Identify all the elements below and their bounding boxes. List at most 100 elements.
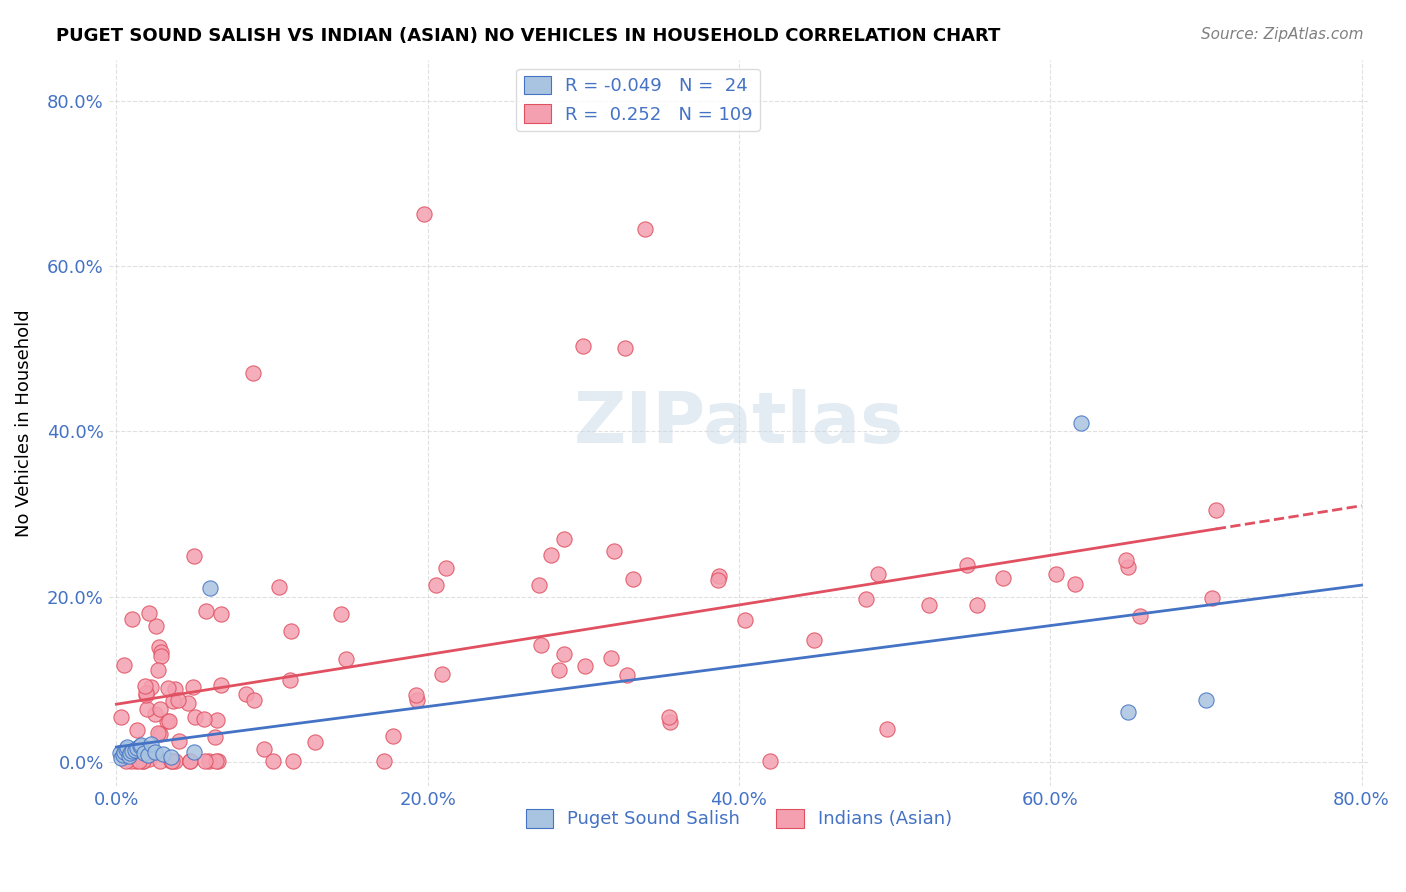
Point	[242, 367, 264, 381]
Point	[138, 607, 160, 621]
Point	[600, 650, 623, 665]
Point	[1116, 560, 1139, 574]
Point	[574, 659, 596, 673]
Point	[329, 607, 352, 621]
Point	[156, 681, 179, 695]
Point	[118, 748, 141, 763]
Point	[1205, 502, 1227, 516]
Point	[159, 754, 181, 768]
Point	[412, 207, 434, 221]
Point	[267, 581, 290, 595]
Point	[165, 681, 187, 696]
Point	[373, 754, 395, 768]
Point	[128, 754, 150, 768]
Point	[209, 678, 232, 692]
Point	[148, 725, 170, 739]
Point	[179, 754, 201, 768]
Y-axis label: No Vehicles in Household: No Vehicles in Household	[15, 310, 32, 537]
Point	[205, 754, 228, 768]
Point	[110, 709, 132, 723]
Point	[198, 581, 221, 595]
Point	[157, 714, 180, 728]
Point	[614, 341, 637, 355]
Point	[125, 754, 148, 768]
Point	[160, 754, 183, 768]
Point	[194, 754, 217, 768]
Point	[162, 694, 184, 708]
Point	[141, 680, 163, 694]
Point	[145, 619, 167, 633]
Point	[658, 714, 681, 729]
Point	[283, 754, 305, 768]
Point	[149, 727, 172, 741]
Point	[179, 754, 201, 768]
Point	[616, 668, 638, 682]
Text: ZIPatlas: ZIPatlas	[574, 389, 904, 458]
Point	[434, 561, 457, 575]
Point	[181, 680, 204, 694]
Point	[405, 693, 427, 707]
Point	[160, 749, 183, 764]
Point	[1129, 609, 1152, 624]
Point	[138, 752, 160, 766]
Point	[149, 649, 172, 664]
Point	[262, 754, 284, 768]
Point	[425, 578, 447, 592]
Point	[405, 688, 427, 702]
Point	[198, 754, 221, 768]
Point	[156, 714, 179, 728]
Point	[143, 706, 166, 721]
Point	[866, 567, 889, 582]
Point	[280, 624, 302, 638]
Point	[335, 652, 357, 666]
Text: PUGET SOUND SALISH VS INDIAN (ASIAN) NO VEHICLES IN HOUSEHOLD CORRELATION CHART: PUGET SOUND SALISH VS INDIAN (ASIAN) NO …	[56, 27, 1001, 45]
Point	[149, 754, 172, 768]
Point	[143, 745, 166, 759]
Point	[125, 741, 148, 756]
Point	[633, 222, 655, 236]
Point	[956, 558, 979, 572]
Text: Source: ZipAtlas.com: Source: ZipAtlas.com	[1201, 27, 1364, 42]
Point	[183, 710, 205, 724]
Point	[131, 754, 153, 768]
Point	[135, 688, 157, 702]
Point	[553, 532, 575, 546]
Point	[121, 612, 143, 626]
Point	[243, 693, 266, 707]
Point	[166, 693, 188, 707]
Point	[918, 598, 941, 612]
Point	[112, 657, 135, 672]
Point	[112, 745, 135, 759]
Point	[1045, 567, 1067, 582]
Point	[125, 723, 148, 738]
Point	[149, 702, 172, 716]
Point	[707, 574, 730, 588]
Point	[304, 735, 326, 749]
Point	[136, 748, 159, 763]
Point	[110, 750, 132, 764]
Point	[540, 548, 562, 562]
Point	[1201, 591, 1223, 605]
Point	[120, 747, 142, 761]
Point	[530, 638, 553, 652]
Point	[991, 571, 1014, 585]
Point	[165, 754, 187, 768]
Point	[177, 696, 200, 710]
Point	[131, 738, 153, 752]
Point	[603, 544, 626, 558]
Point	[135, 701, 157, 715]
Point	[529, 578, 551, 592]
Point	[124, 743, 146, 757]
Point	[135, 686, 157, 700]
Point	[204, 730, 226, 744]
Point	[734, 613, 756, 627]
Point	[621, 572, 644, 586]
Point	[381, 730, 404, 744]
Point	[430, 666, 453, 681]
Point	[207, 754, 229, 768]
Point	[1115, 553, 1137, 567]
Point	[548, 663, 571, 677]
Point	[235, 687, 257, 701]
Point	[205, 713, 228, 727]
Point	[195, 604, 218, 618]
